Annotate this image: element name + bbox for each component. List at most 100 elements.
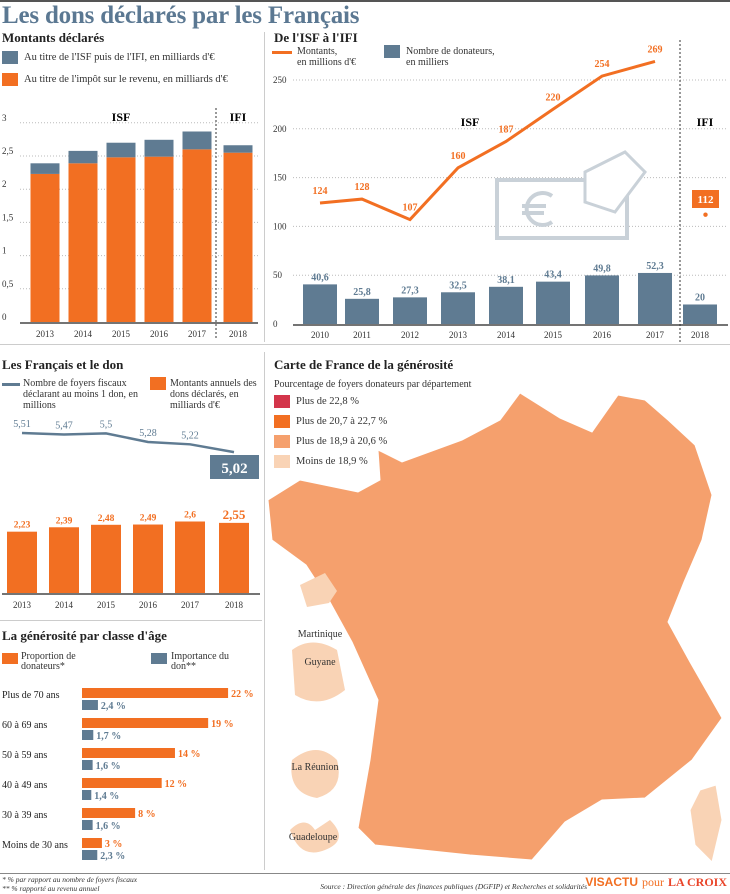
bar-donateurs [489,286,523,324]
bar-isf-ifi [144,139,174,157]
y-tick-label: 0 [2,312,7,322]
line-value-label: 5,02 [221,461,247,477]
france-base [268,393,722,860]
legend-label: Au titre de l'impôt sur le revenu, en mi… [24,73,228,85]
france-outline [267,392,723,861]
bar-value-label: 2,6 [184,511,196,521]
x-tick-label: 2015 [544,330,563,340]
y-tick-label: 250 [273,75,287,85]
brand-logo: VISACTU pour LA CROIX [585,875,727,890]
bar-proportion [82,688,229,698]
legend-orange-label: Proportion de donateurs* [21,651,76,672]
bar-importance [82,760,93,770]
section-title-isf-ifi: De l'ISF à l'IFI [274,30,358,45]
y-tick-label: 1 [2,246,7,256]
y-tick-label: 2,5 [2,146,14,156]
bar-importance [82,850,98,860]
x-tick-label: 2013 [13,600,32,610]
bar-value-label: 1,6 % [96,761,121,772]
x-tick-label: 2016 [593,330,612,340]
y-tick-label: 0 [273,319,278,329]
bar-value-label: 2,39 [56,516,73,526]
x-tick-label: 2010 [311,330,330,340]
legend-ir: Au titre de l'impôt sur le revenu, en mi… [2,73,260,86]
x-tick-label: 2018 [691,330,710,340]
row-divider [0,620,262,621]
value-box-2018 [210,455,259,479]
bar-proportion [82,838,102,848]
bar-proportion [82,718,209,728]
page-title: Les dons déclarés par les Français [2,2,360,29]
line-value-label: 124 [313,186,328,197]
bar-importance [82,820,93,830]
label-isf: ISF [461,115,480,129]
bar-value-label: 38,1 [497,275,515,286]
line-value-label: 254 [595,59,610,70]
x-tick-label: 2016 [139,600,158,610]
age-label: Plus de 70 ans [2,690,60,701]
bar-value-label: 40,6 [311,272,329,283]
legend-swatch-slate [2,51,18,64]
map-legend: Plus de 22,8 % Plus de 20,7 à 22,7 % Plus … [274,395,387,475]
line-value-label: 112 [698,194,714,206]
bar-isf-ifi [106,142,136,158]
bar-importance [82,790,92,800]
legend-blue-swatch [151,653,167,664]
bar-value-label: 2,4 % [101,701,126,712]
bar-donateurs [683,304,717,324]
map-legend-item: Moins de 18,9 % [274,455,387,468]
footnote-1: * % par rapport au nombre de foyers fisc… [2,875,138,884]
x-tick-label: 2018 [229,329,248,339]
bar-value-label: 22 % [231,689,254,700]
x-tick-label: 2017 [188,329,207,339]
legend-line-swatch [272,51,292,54]
bar-value-label: 1,4 % [94,791,119,802]
legend-bar-swatch [384,45,400,58]
bar-isf-ifi [223,145,253,153]
hand-shape [583,150,647,214]
map-legend-label: Plus de 18,9 à 20,6 % [296,435,388,447]
bar-value-label: 25,8 [353,287,371,298]
age-label: 40 à 49 ans [2,780,47,791]
legend-isf: Au titre de l'ISF puis de l'IFI, en mill… [2,51,260,64]
y-tick-label: 200 [273,124,287,134]
bar-impot-revenu [30,173,60,322]
legend-orange-swatch [2,653,18,664]
line-value-label: 5,22 [181,430,199,441]
line-foyers [21,431,235,454]
island-shape [292,642,345,702]
legend-swatch-orange [2,73,18,86]
line-value-label: 5,28 [139,428,157,439]
age-label: 30 à 39 ans [2,810,47,821]
legend-bar-swatch [150,377,166,390]
y-tick-label: 3 [2,113,7,123]
bar-isf-ifi [68,150,98,164]
x-tick-label: 2017 [646,330,665,340]
euro-symbol [522,191,554,227]
bar-impot-revenu [68,163,98,322]
y-tick-label: 150 [273,173,287,183]
bar-isf-ifi [182,131,212,150]
bar-value-label: 27,3 [401,285,419,296]
source: Source : Direction générale des finances… [320,882,587,891]
x-tick-label: 2016 [150,329,169,339]
card-outline [495,178,629,240]
line-value-label: 128 [355,182,370,193]
bar-proportion [82,778,162,788]
column-divider [264,352,265,870]
x-tick-label: 2014 [74,329,93,339]
legend-line-label: Nombre de foyers fiscaux déclarant au mo… [23,378,138,411]
y-tick-label: 50 [273,270,283,280]
bar-value-label: 52,3 [646,261,664,272]
bar-montants [133,524,163,593]
bar-donateurs [345,298,379,324]
island-label: Guyane [304,657,336,668]
x-tick-label: 2013 [449,330,468,340]
bar-donateurs [585,275,619,324]
map-legend-swatch [274,435,290,448]
bar-value-label: 12 % [165,779,188,790]
label-isf: ISF [112,110,131,124]
island-label: La Réunion [292,762,339,773]
map-legend-swatch [274,415,290,428]
